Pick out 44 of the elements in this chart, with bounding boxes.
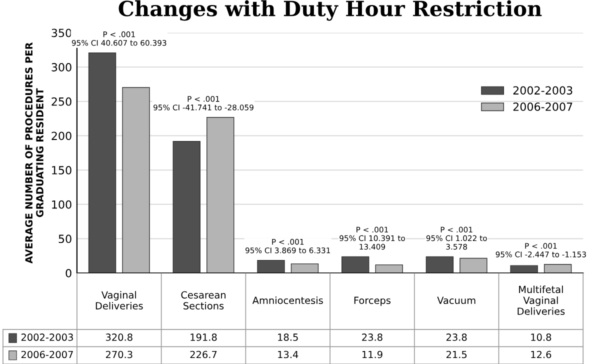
data-label: 270.3: [106, 350, 132, 358]
data-label: 10.8: [531, 334, 552, 341]
data-label: 23.8: [362, 334, 382, 341]
x-tick-label: Multifetal Vaginal Deliveries: [518, 286, 565, 315]
data-label: 226.7: [190, 350, 217, 358]
text: 2006-2007: [21, 350, 73, 358]
bar: [375, 264, 403, 273]
data-label: 18.5: [278, 334, 298, 341]
bar: [290, 263, 319, 273]
bar: [172, 141, 200, 273]
chart-title: Changes with Duty Hour Restriction: [118, 0, 542, 21]
bar: [510, 265, 538, 273]
bar: [342, 256, 370, 273]
legend-label: 2006-2007: [513, 102, 572, 111]
x-tick-label: Vacuum: [437, 296, 476, 304]
x-tick-label: Cesarean Sections: [181, 291, 226, 310]
data-label: 191.8: [190, 334, 217, 341]
bar: [544, 264, 572, 273]
y-tick-label: 200: [52, 132, 72, 140]
y-tick-label: 350: [52, 28, 72, 38]
bar: [206, 117, 234, 273]
legend-label: 2002-2003: [513, 86, 572, 95]
y-tick-label: 50: [58, 234, 72, 244]
y-axis-title: AVERAGE NUMBER OF PROCEDURES PER GRADUATING RESIDENT: [25, 42, 44, 264]
x-tick-label: Forceps: [354, 296, 391, 306]
y-tick-label: 250: [52, 97, 72, 106]
bar: [460, 258, 488, 273]
y-tick-label: 150: [52, 166, 72, 174]
y-tick-label: 300: [52, 63, 72, 72]
bar: [122, 87, 150, 273]
data-label: 23.8: [446, 334, 467, 341]
text: 2002-2003: [21, 334, 73, 341]
data-label: 21.5: [446, 350, 467, 358]
x-tick-label: Amniocentesis: [252, 296, 323, 304]
data-label: 13.4: [278, 350, 298, 358]
bar: [426, 256, 454, 273]
y-tick-label: 0: [66, 268, 72, 278]
y-tick-label: 100: [52, 200, 72, 209]
x-tick-label: Vaginal Deliveries: [96, 291, 143, 310]
data-label: 12.6: [531, 350, 552, 358]
data-label: 320.8: [106, 334, 132, 341]
bar: [88, 52, 116, 273]
bar: [257, 260, 285, 273]
data-label: 11.9: [362, 350, 382, 358]
